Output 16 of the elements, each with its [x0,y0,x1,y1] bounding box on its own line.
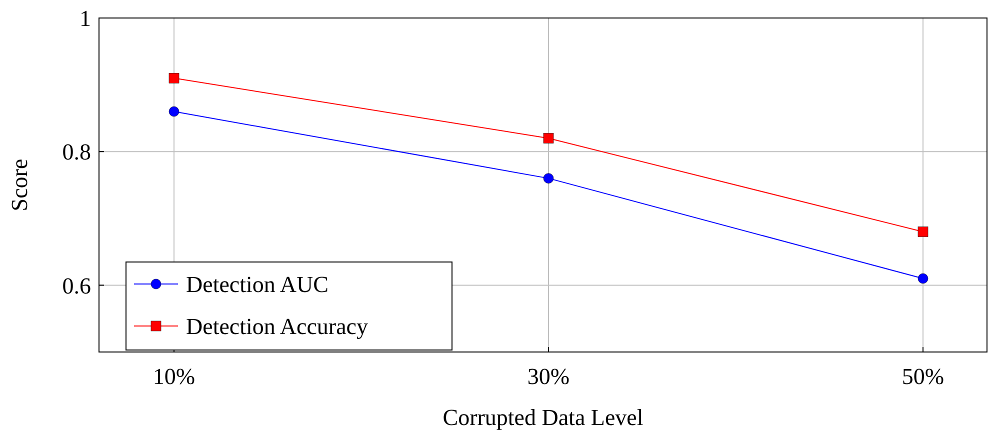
y-tick-label: 0.8 [62,140,91,165]
y-tick-label: 1 [80,6,91,32]
x-tick-label: 10% [152,364,196,389]
point [918,273,928,284]
x-tick-label: 50% [902,364,944,389]
legend-label: Detection AUC [186,272,328,298]
point [543,173,554,184]
x-tick-label: 30% [527,364,570,389]
point [543,133,554,144]
y-axis-title: Score [7,158,32,212]
point [918,226,928,237]
point [168,72,180,84]
y-tick-label: 0.6 [62,273,91,298]
point [168,106,180,117]
x-axis-title: Corrupted Data Level [442,405,644,430]
legend-label: Detection Accuracy [186,314,368,340]
